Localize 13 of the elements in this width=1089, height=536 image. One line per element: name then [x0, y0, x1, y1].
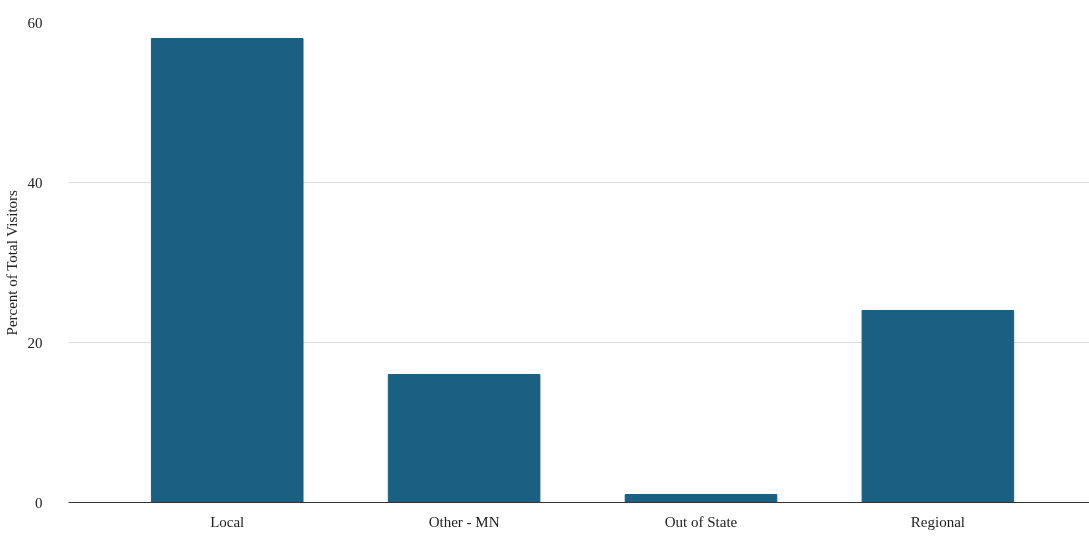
y-tick-label: 0 [35, 494, 43, 511]
y-tick-label: 60 [27, 14, 43, 31]
y-axis-title: Percent of Total Visitors [3, 189, 20, 336]
bar [624, 494, 778, 503]
x-tick-label: Regional [910, 513, 965, 530]
x-tick-label: Local [210, 513, 245, 530]
y-tick-label: 20 [27, 334, 43, 351]
x-tick-label: Other - MN [428, 513, 500, 530]
y-tick-label: 40 [27, 174, 43, 191]
bar [387, 374, 541, 503]
bar [861, 310, 1015, 503]
bar [150, 38, 304, 503]
x-tick-label: Out of State [664, 513, 738, 530]
